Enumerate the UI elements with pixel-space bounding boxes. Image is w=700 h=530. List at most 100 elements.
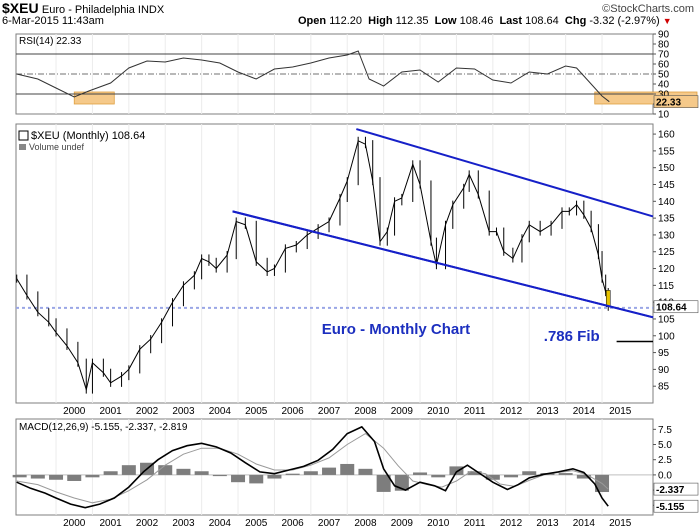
price-y-tick-label: 135 (658, 214, 675, 225)
macd-histogram-bar (322, 467, 337, 475)
macd-legend: MACD(12,26,9) -5.155, -2.337, -2.819 (19, 422, 188, 433)
macd-y-tick-label: 7.5 (658, 425, 672, 436)
macd-x-tick-label: 2001 (100, 518, 123, 529)
macd-histogram-bar (449, 466, 464, 475)
low-value: 108.46 (459, 15, 494, 27)
chg-value: -3.32 (-2.97%) (589, 15, 660, 27)
high-label: High (368, 15, 393, 27)
price-y-tick-label: 105 (658, 314, 675, 325)
price-y-tick-label: 125 (658, 247, 675, 258)
rsi-y-tick-label: 50 (658, 70, 670, 81)
price-x-tick-label: 2001 (100, 406, 123, 417)
price-x-tick-label: 2004 (209, 406, 232, 417)
price-x-tick-label: 2002 (136, 406, 159, 417)
macd-x-tick-label: 2009 (391, 518, 414, 529)
rsi-legend: RSI(14) 22.33 (19, 36, 82, 47)
low-label: Low (434, 15, 457, 27)
price-y-tick-label: 120 (658, 264, 675, 275)
price-x-tick-label: 2006 (282, 406, 305, 417)
macd-y-tick-label: 5.0 (658, 440, 672, 451)
macd-x-tick-label: 2011 (464, 518, 486, 529)
rsi-y-tick-label: 90 (658, 30, 670, 41)
chart-symbol-title: $XEU Euro - Philadelphia INDX (2, 0, 164, 16)
high-value: 112.35 (395, 15, 429, 27)
macd-histogram-bar (121, 465, 136, 475)
price-x-tick-label: 2005 (245, 406, 268, 417)
last-label: Last (499, 15, 523, 27)
price-y-tick-label: 100 (658, 331, 675, 342)
rsi-last-value-box (653, 95, 699, 108)
price-x-tick-label: 2015 (609, 406, 632, 417)
last-value: 108.64 (525, 15, 559, 27)
macd-x-tick-label: 2003 (172, 518, 195, 529)
macd-histogram-bar (49, 474, 64, 480)
macd-histogram-bar (358, 468, 373, 475)
price-x-tick-label: 2014 (573, 406, 596, 417)
macd-histogram-bar (267, 474, 282, 479)
price-y-tick-label: 115 (658, 281, 674, 292)
volume-legend-icon (19, 144, 26, 150)
channel-lower-line (232, 210, 654, 319)
macd-x-tick-label: 2012 (500, 518, 523, 529)
macd-histogram-bar (285, 473, 300, 475)
chart-datetime: 6-Mar-2015 11:43am (2, 15, 104, 27)
open-value: 112.20 (329, 15, 363, 27)
macd-histogram-bar (413, 472, 428, 475)
macd-x-tick-label: 2014 (573, 518, 596, 529)
macd-x-tick-label: 2008 (354, 518, 377, 529)
macd-histogram-bar (576, 474, 591, 479)
macd-histogram-bar (303, 471, 318, 475)
price-legend-icon (18, 130, 29, 141)
macd-histogram-bar (12, 474, 27, 478)
price-last-value-box (653, 300, 699, 314)
macd-histogram-bar (522, 471, 537, 475)
macd-panel-frame (15, 418, 654, 516)
macd-signal-last-value-box (653, 482, 699, 496)
macd-signal-last-value: -2.337 (656, 485, 685, 496)
rsi-y-tick-label: 60 (658, 60, 670, 71)
price-last-value: 108.64 (656, 303, 687, 314)
macd-last-value: -5.155 (656, 502, 685, 513)
macd-histogram-bar (467, 471, 482, 475)
macd-histogram-bar (504, 474, 519, 478)
price-x-tick-label: 2007 (318, 406, 341, 417)
volume-legend: Volume undef (29, 142, 85, 152)
rsi-y-tick-label: 80 (658, 40, 670, 51)
macd-x-tick-label: 2004 (209, 518, 232, 529)
price-x-tick-label: 2003 (172, 406, 195, 417)
symbol-description: Euro - Philadelphia INDX (41, 4, 165, 16)
macd-x-tick-label: 2013 (536, 518, 559, 529)
last-price-bar (605, 290, 611, 307)
price-y-tick-label: 95 (658, 348, 670, 359)
rsi-last-value: 22.33 (656, 98, 681, 109)
rsi-y-tick-label: 70 (658, 50, 670, 61)
macd-histogram-bar (558, 473, 573, 475)
down-triangle-icon: ▼ (662, 16, 672, 26)
macd-histogram-bar (194, 471, 209, 475)
channel-upper-line (356, 128, 654, 218)
rsi-y-tick-label: 40 (658, 80, 670, 91)
macd-signal-line (16, 432, 609, 504)
price-x-tick-label: 2012 (500, 406, 523, 417)
price-y-tick-label: 150 (658, 163, 675, 174)
macd-histogram-bar (340, 463, 355, 475)
chart-annotation-title: Euro - Monthly Chart (322, 321, 470, 338)
macd-last-value-box (653, 499, 699, 513)
macd-histogram-bar (431, 474, 446, 478)
macd-y-tick-label: 2.5 (658, 455, 672, 466)
macd-histogram-bar (158, 465, 173, 475)
rsi-y-tick-label: 10 (658, 110, 670, 121)
macd-histogram-bar (249, 474, 264, 484)
macd-histogram-bar (176, 468, 191, 475)
macd-histogram-bar (67, 474, 82, 481)
macd-histogram-bar (485, 474, 500, 480)
price-y-tick-label: 85 (658, 382, 670, 393)
open-label: Open (298, 15, 327, 27)
fib-annotation: .786 Fib (544, 328, 600, 345)
price-x-tick-label: 2009 (391, 406, 414, 417)
macd-histogram-bar (85, 474, 100, 478)
rsi-oversold-highlight (73, 91, 115, 105)
macd-histogram-bar (376, 474, 391, 492)
rsi-y-tick-label: 30 (658, 90, 670, 101)
